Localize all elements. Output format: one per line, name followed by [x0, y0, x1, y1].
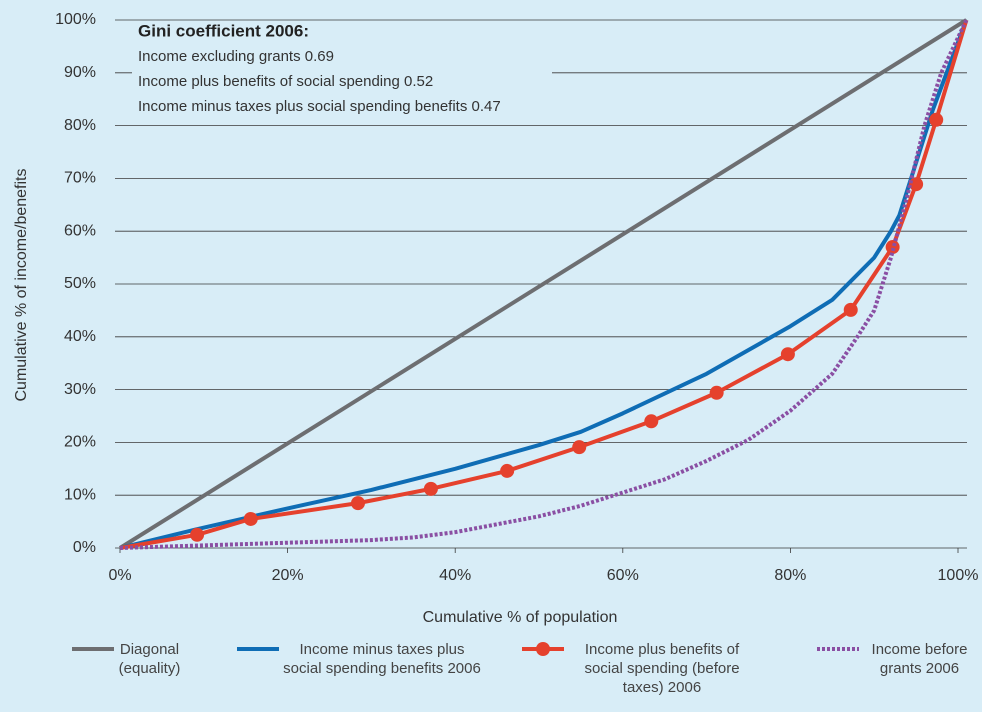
series-marker [885, 240, 900, 255]
legend-swatch [72, 647, 114, 651]
x-tick-label: 0% [108, 567, 131, 584]
series-marker [572, 440, 587, 455]
series-marker [929, 112, 944, 127]
series-line [118, 18, 968, 550]
annotation-line: Income minus taxes plus social spending … [138, 98, 501, 115]
series-line [119, 19, 969, 550]
legend-item: Diagonal (equality) [70, 640, 181, 678]
series-marker [500, 463, 515, 478]
chart: Cumulative % of population Cumulative % … [13, 11, 979, 626]
y-tick-label: 0% [73, 539, 96, 556]
legend-item: Income before grants 2006 [815, 640, 976, 678]
legend-label: Income before grants 2006 [871, 641, 968, 677]
series-marker [190, 527, 205, 542]
x-tick-label: 100% [938, 567, 979, 584]
x-tick-label: 60% [607, 567, 639, 584]
series-line [119, 19, 969, 550]
y-tick-label: 50% [64, 275, 96, 292]
legend-label: Diagonal (equality) [118, 641, 181, 677]
series-marker [423, 481, 438, 496]
y-tick-label: 30% [64, 381, 96, 398]
legend-label: Income minus taxes plus social spending … [283, 641, 481, 677]
y-tick-label: 40% [64, 328, 96, 345]
legend-swatch [817, 647, 859, 651]
annotation-line: Income plus benefits of social spending … [138, 73, 433, 90]
y-tick-label: 10% [64, 486, 96, 503]
series-marker [644, 414, 659, 429]
series-marker [909, 177, 924, 192]
y-tick-label: 70% [64, 170, 96, 187]
x-tick-label: 20% [272, 567, 304, 584]
x-tick-label: 80% [774, 567, 806, 584]
legend-swatch [237, 647, 279, 651]
x-tick-label: 40% [439, 567, 471, 584]
annotation-line: Income excluding grants 0.69 [138, 48, 334, 65]
legend-marker [536, 642, 550, 656]
y-tick-label: 80% [64, 117, 96, 134]
y-tick-label: 90% [64, 64, 96, 81]
annotation-box [132, 22, 552, 122]
series-marker [843, 302, 858, 317]
series-marker [780, 347, 795, 362]
series-marker [243, 511, 258, 526]
series-marker [350, 496, 365, 511]
annotation-title: Gini coefficient 2006: [138, 21, 309, 40]
y-tick-label: 60% [64, 222, 96, 239]
legend-item: Income minus taxes plus social spending … [235, 640, 481, 678]
legend-label: Income plus benefits of social spending … [584, 641, 740, 696]
series-marker [709, 385, 724, 400]
y-axis-label: Cumulative % of income/benefits [13, 169, 30, 402]
y-tick-label: 20% [64, 434, 96, 451]
legend-swatch [522, 642, 564, 656]
legend-item: Income plus benefits of social spending … [520, 640, 756, 697]
x-axis-label: Cumulative % of population [423, 609, 618, 626]
y-tick-label: 100% [55, 11, 96, 28]
